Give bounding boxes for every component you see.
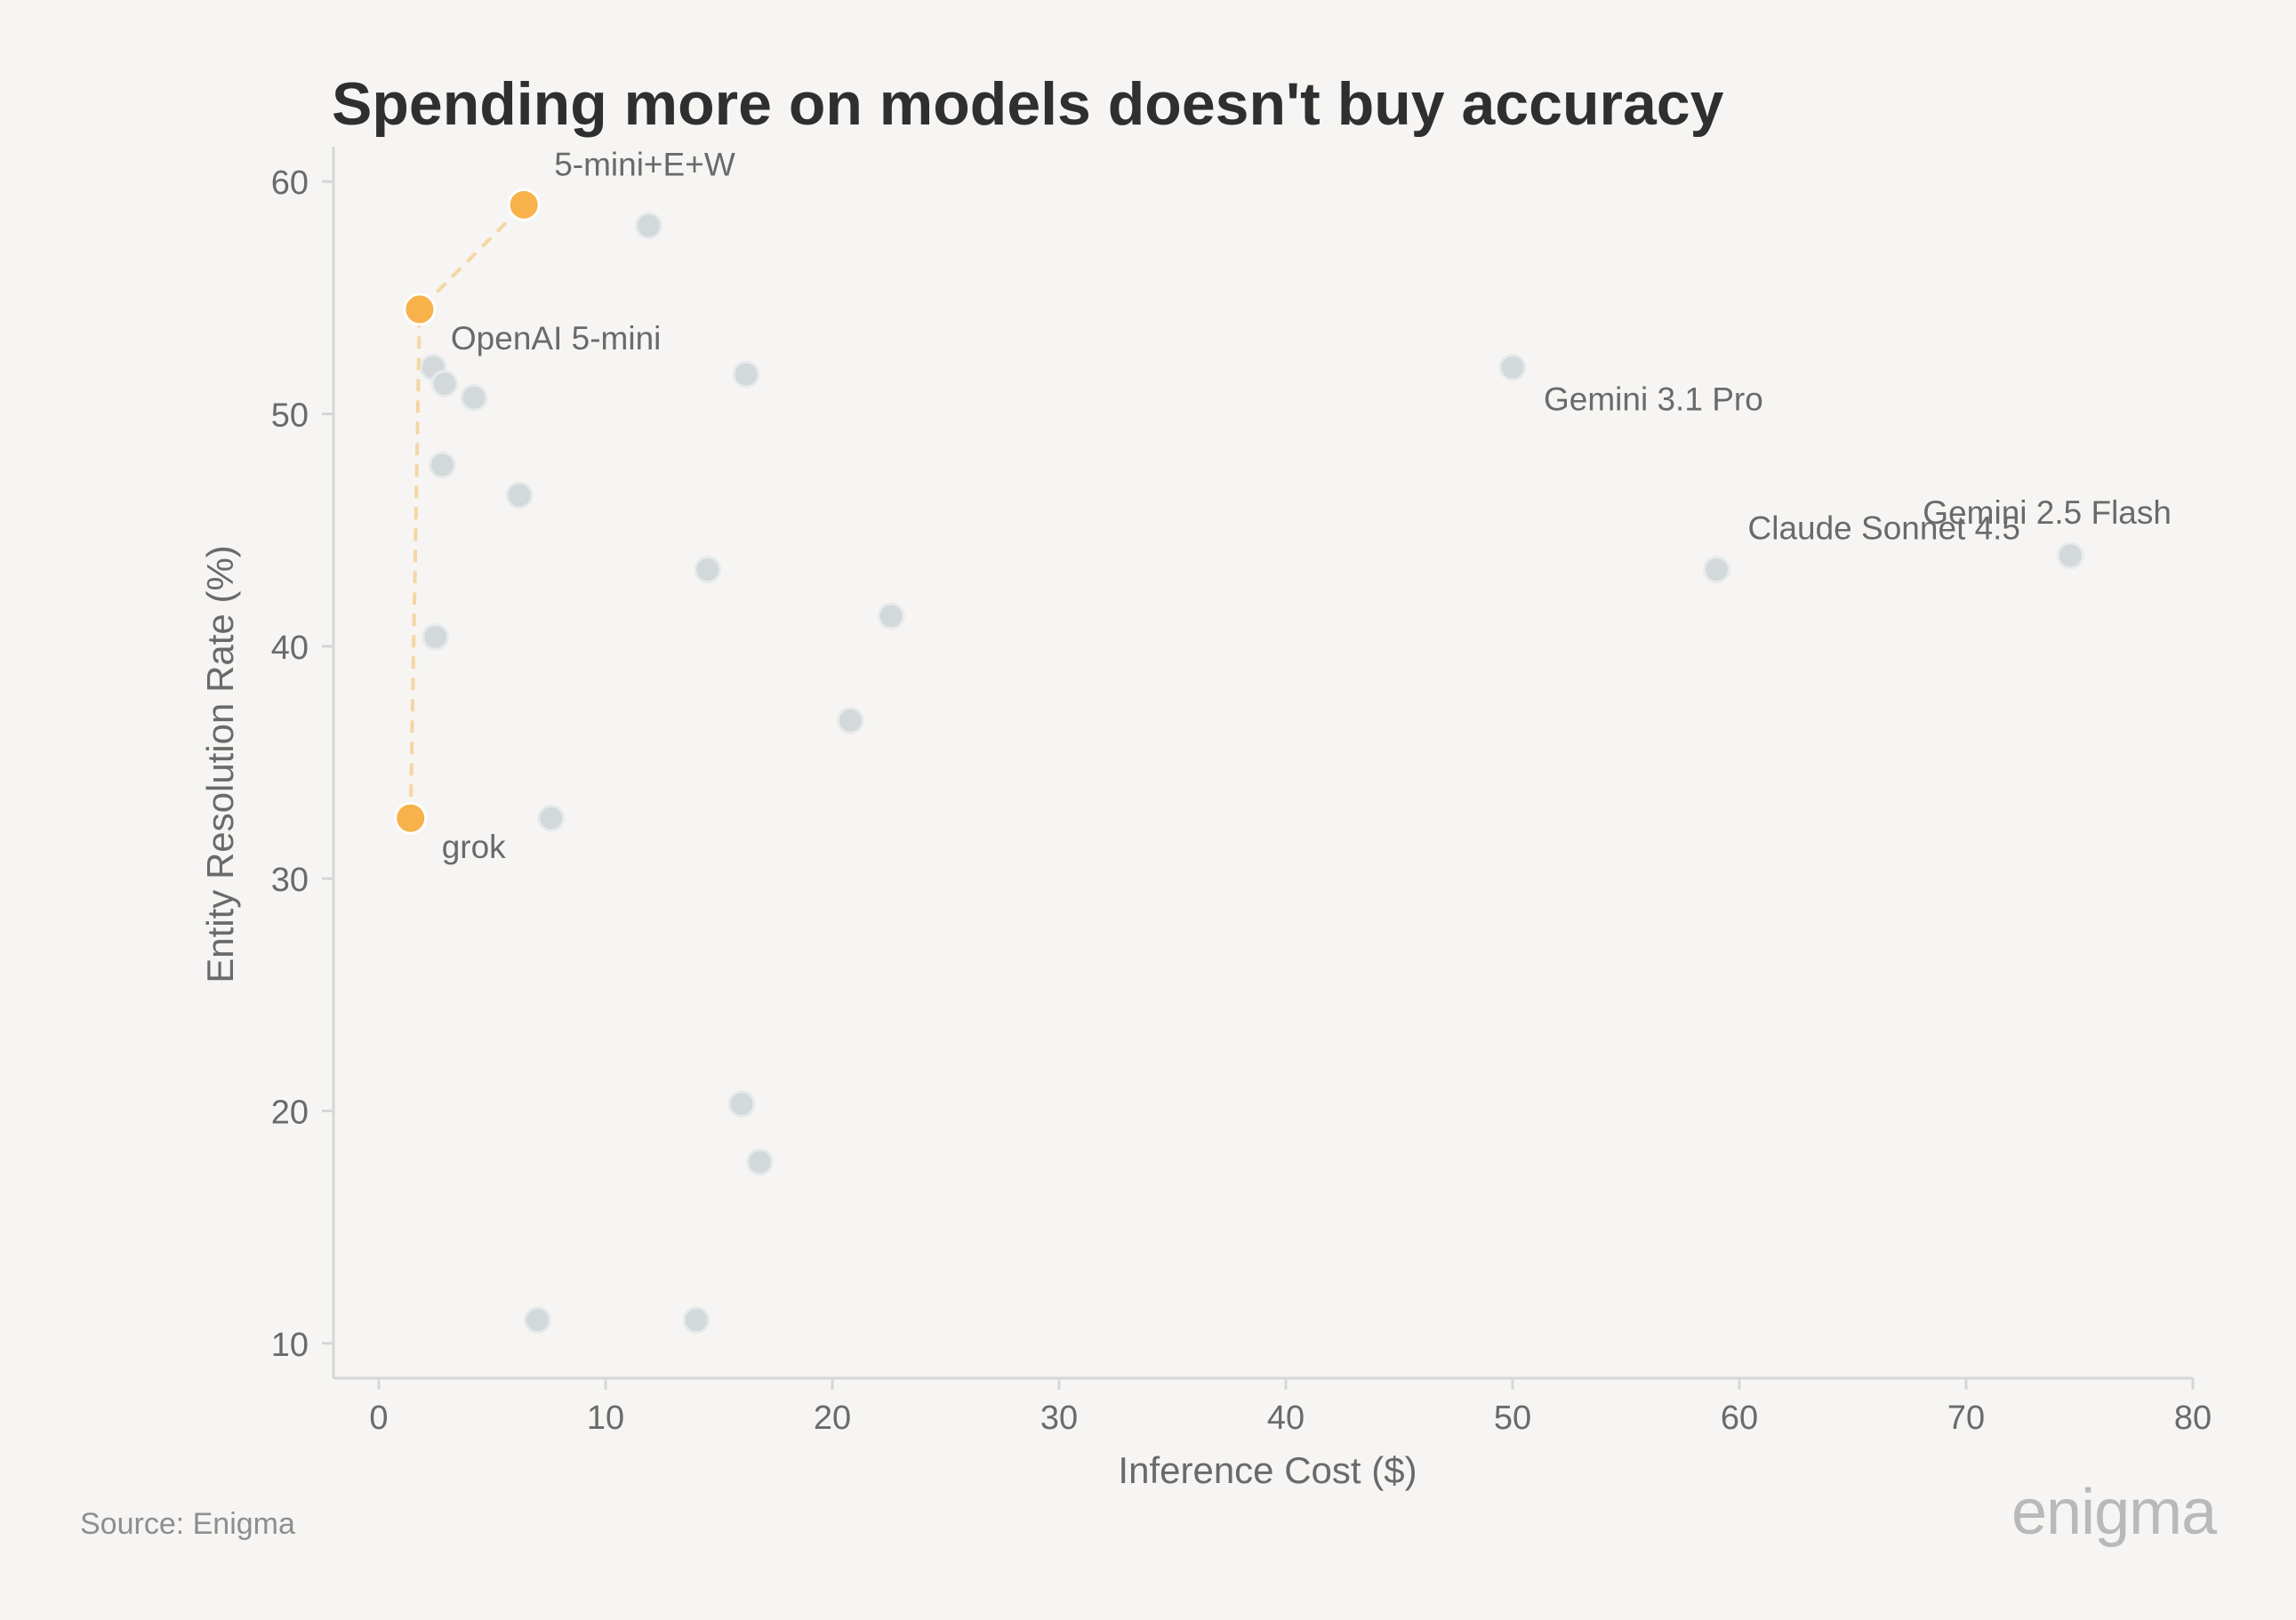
scatter-point bbox=[1703, 556, 1730, 584]
scatter-point bbox=[682, 1306, 710, 1335]
point-label: Claude Sonnet 4.5 bbox=[1748, 510, 2021, 547]
frontier-point bbox=[394, 801, 428, 835]
x-ticks: 0 10 20 30 40 50 60 70 80 bbox=[369, 1378, 2212, 1437]
scatter-point bbox=[634, 212, 662, 240]
scatter-point bbox=[2056, 541, 2084, 570]
point-labels: grok OpenAI 5-mini 5-mini+E+W Gemini 3.1 Pr… bbox=[442, 146, 2172, 865]
scatter-point bbox=[727, 1090, 756, 1119]
point-label: 5-mini+E+W bbox=[554, 146, 735, 182]
point-label: grok bbox=[442, 829, 506, 865]
frontier-line bbox=[408, 203, 526, 819]
scatter-point bbox=[460, 383, 488, 412]
frontier-points bbox=[394, 188, 541, 835]
frontier-point bbox=[507, 188, 541, 221]
scatter-point bbox=[1498, 353, 1527, 381]
y-tick-label: 20 bbox=[271, 1094, 309, 1131]
chart-title: Spending more on models doesn't buy accu… bbox=[332, 70, 1724, 138]
scatter-point bbox=[694, 556, 722, 584]
y-axis-label: Entity Resolution Rate (%) bbox=[199, 545, 241, 983]
point-label: OpenAI 5-mini bbox=[451, 320, 662, 357]
point-label: Gemini 3.1 Pro bbox=[1544, 381, 1763, 417]
x-tick-label: 20 bbox=[814, 1399, 851, 1437]
scatter-point bbox=[524, 1306, 551, 1335]
point-label: Gemini 2.5 Flash bbox=[1923, 494, 2172, 531]
x-tick-label: 10 bbox=[587, 1399, 624, 1437]
x-tick-label: 50 bbox=[1494, 1399, 1531, 1437]
x-tick-label: 40 bbox=[1267, 1399, 1305, 1437]
scatter-point bbox=[732, 360, 760, 389]
enigma-logo: enigma bbox=[2011, 1477, 2217, 1548]
source-note: Source: Enigma bbox=[80, 1507, 295, 1541]
y-tick-label: 10 bbox=[271, 1327, 309, 1364]
x-tick-label: 30 bbox=[1040, 1399, 1078, 1437]
y-tick-label: 60 bbox=[271, 164, 309, 202]
y-tick-label: 40 bbox=[271, 630, 309, 667]
scatter-point bbox=[505, 481, 534, 509]
scatter-point bbox=[428, 451, 456, 479]
scatter-point bbox=[430, 370, 459, 398]
other-models-points bbox=[419, 212, 2084, 1335]
x-tick-label: 70 bbox=[1947, 1399, 1985, 1437]
x-tick-label: 0 bbox=[369, 1399, 388, 1437]
axes: 10 20 30 40 50 60 0 10 20 30 40 50 60 70 80 Inference… bbox=[199, 147, 2212, 1491]
scatter-point bbox=[877, 602, 905, 630]
frontier-point bbox=[403, 293, 437, 326]
y-tick-label: 30 bbox=[271, 862, 309, 899]
y-tick-label: 50 bbox=[271, 397, 309, 435]
scatter-point bbox=[421, 622, 450, 651]
scatter-point bbox=[537, 804, 566, 832]
scatter-point bbox=[836, 706, 864, 734]
y-ticks: 10 20 30 40 50 60 bbox=[271, 164, 333, 1364]
scatter-point bbox=[745, 1148, 774, 1176]
x-tick-label: 60 bbox=[1721, 1399, 1758, 1437]
x-tick-label: 80 bbox=[2174, 1399, 2212, 1437]
x-axis-label: Inference Cost ($) bbox=[1118, 1449, 1417, 1491]
